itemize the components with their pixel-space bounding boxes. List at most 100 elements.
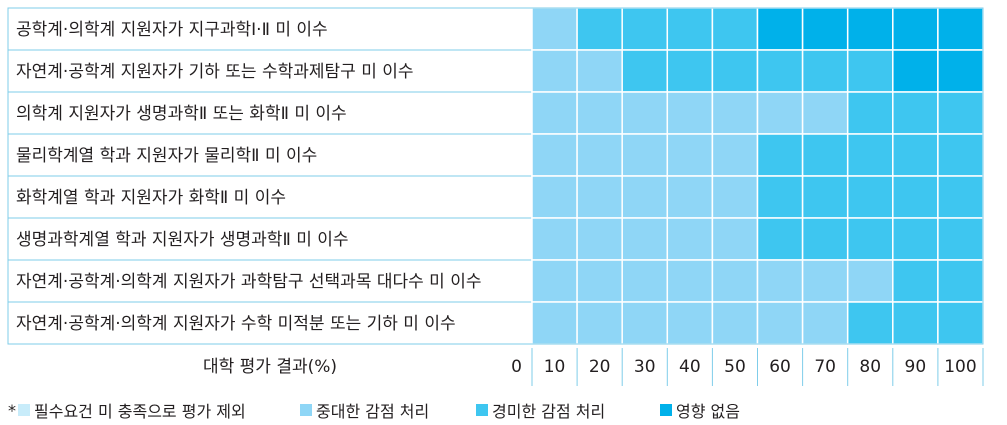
heatmap-cell [937,133,984,177]
x-tick-label: 100 [944,357,976,377]
heatmap-cell [621,7,669,51]
heatmap-cell [892,49,939,93]
heatmap-cell [846,259,894,303]
heatmap-cell [621,133,669,177]
x-tick-label: 70 [814,357,836,377]
row-label-cell [7,7,533,51]
heatmap-cell [892,133,939,177]
grid-border [7,7,984,345]
heatmap-cell [531,49,578,93]
heatmap-cell [711,259,759,303]
x-tick-label: 20 [589,357,611,377]
heatmap-cell [801,301,849,345]
heatmap-cell [531,217,578,261]
heatmap-cell [937,7,984,51]
heatmap-cell [892,91,939,135]
row-label-cell [7,91,533,135]
x-tick-label: 30 [634,357,656,377]
heatmap-cell [531,301,578,345]
heatmap-cell [711,133,759,177]
legend-label: 필수요건 미 충족으로 평가 제외 [34,402,246,421]
heatmap-cell [892,259,939,303]
x-axis-title: 대학 평가 결과(%) [203,357,337,377]
x-tick-label: 80 [859,357,881,377]
heatmap-cell [801,259,849,303]
heatmap-cell [711,217,759,261]
row-label: 자연계·공학계·의학계 지원자가 과학탐구 선택과목 대다수 미 이수 [16,272,482,292]
heatmap-cell [621,301,669,345]
row-label-cell [7,133,533,177]
heatmap-cell [892,7,939,51]
row-label-cell [7,49,533,93]
heatmap-cell [666,49,714,93]
x-tick-label: 40 [679,357,701,377]
heatmap-cell [937,301,984,345]
heatmap-cell [621,49,669,93]
heatmap-cell [846,217,894,261]
heatmap-cell [666,175,714,219]
heatmap-cells [7,7,984,345]
heatmap-cell [846,91,894,135]
x-tick-label: 0 [511,357,522,377]
heatmap-cell [937,259,984,303]
heatmap-cell [892,217,939,261]
heatmap-cell [756,91,804,135]
heatmap-cell [711,301,759,345]
heatmap-cell [666,301,714,345]
heatmap-cell [576,49,623,93]
heatmap-cell [846,133,894,177]
heatmap-cell [576,133,623,177]
x-tick-label: 60 [769,357,791,377]
row-label: 자연계·공학계·의학계 지원자가 수학 미적분 또는 기하 미 이수 [16,314,456,334]
legend-label: 경미한 감점 처리 [492,402,606,421]
heatmap-cell [666,259,714,303]
legend-swatch [476,404,488,416]
heatmap-cell [666,91,714,135]
x-axis: 대학 평가 결과(%) 0 10 20 30 40 50 60 70 80 90 100 [203,348,984,386]
heatmap-cell [621,175,669,219]
heatmap-cell [937,175,984,219]
heatmap-cell [666,133,714,177]
heatmap-cell [892,175,939,219]
row-label-cell [7,175,533,219]
heatmap-cell [711,175,759,219]
heatmap-cell [711,91,759,135]
heatmap-cell [756,301,804,345]
heatmap-cell [531,175,578,219]
heatmap-cell [621,91,669,135]
heatmap-cell [576,217,623,261]
row-label: 화학계열 학과 지원자가 화학Ⅱ 미 이수 [16,188,286,208]
heatmap-cell [756,259,804,303]
heatmap-cell [846,49,894,93]
heatmap-cell [846,7,894,51]
legend-swatch [18,404,30,416]
row-label: 생명과학계열 학과 지원자가 생명과학Ⅱ 미 이수 [16,230,349,250]
legend-swatch [660,404,672,416]
heatmap-cell [531,7,578,51]
x-tick-label: 90 [905,357,927,377]
row-label-cell [7,217,533,261]
heatmap-cell [711,7,759,51]
row-label: 자연계·공학계 지원자가 기하 또는 수학과제탐구 미 이수 [16,62,414,82]
heatmap-cell [801,217,849,261]
heatmap-cell [666,7,714,51]
row-label: 물리학계열 학과 지원자가 물리학Ⅱ 미 이수 [16,146,317,166]
legend-item: * 필수요건 미 충족으로 평가 제외 [8,398,246,422]
heatmap-cell [756,7,804,51]
heatmap-cell [666,217,714,261]
heatmap-cell [756,133,804,177]
heatmap-cell [801,133,849,177]
legend-item: 영향 없음 [660,398,740,422]
heatmap-cell [937,91,984,135]
row-label: 의학계 지원자가 생명과학Ⅱ 또는 화학Ⅱ 미 이수 [16,104,347,124]
heatmap-cell [576,259,623,303]
heatmap-cell [711,49,759,93]
heatmap-cell [531,133,578,177]
heatmap-cell [531,259,578,303]
heatmap-cell [576,175,623,219]
heatmap-cell [756,49,804,93]
heatmap-cell [937,49,984,93]
legend-swatch [300,404,312,416]
